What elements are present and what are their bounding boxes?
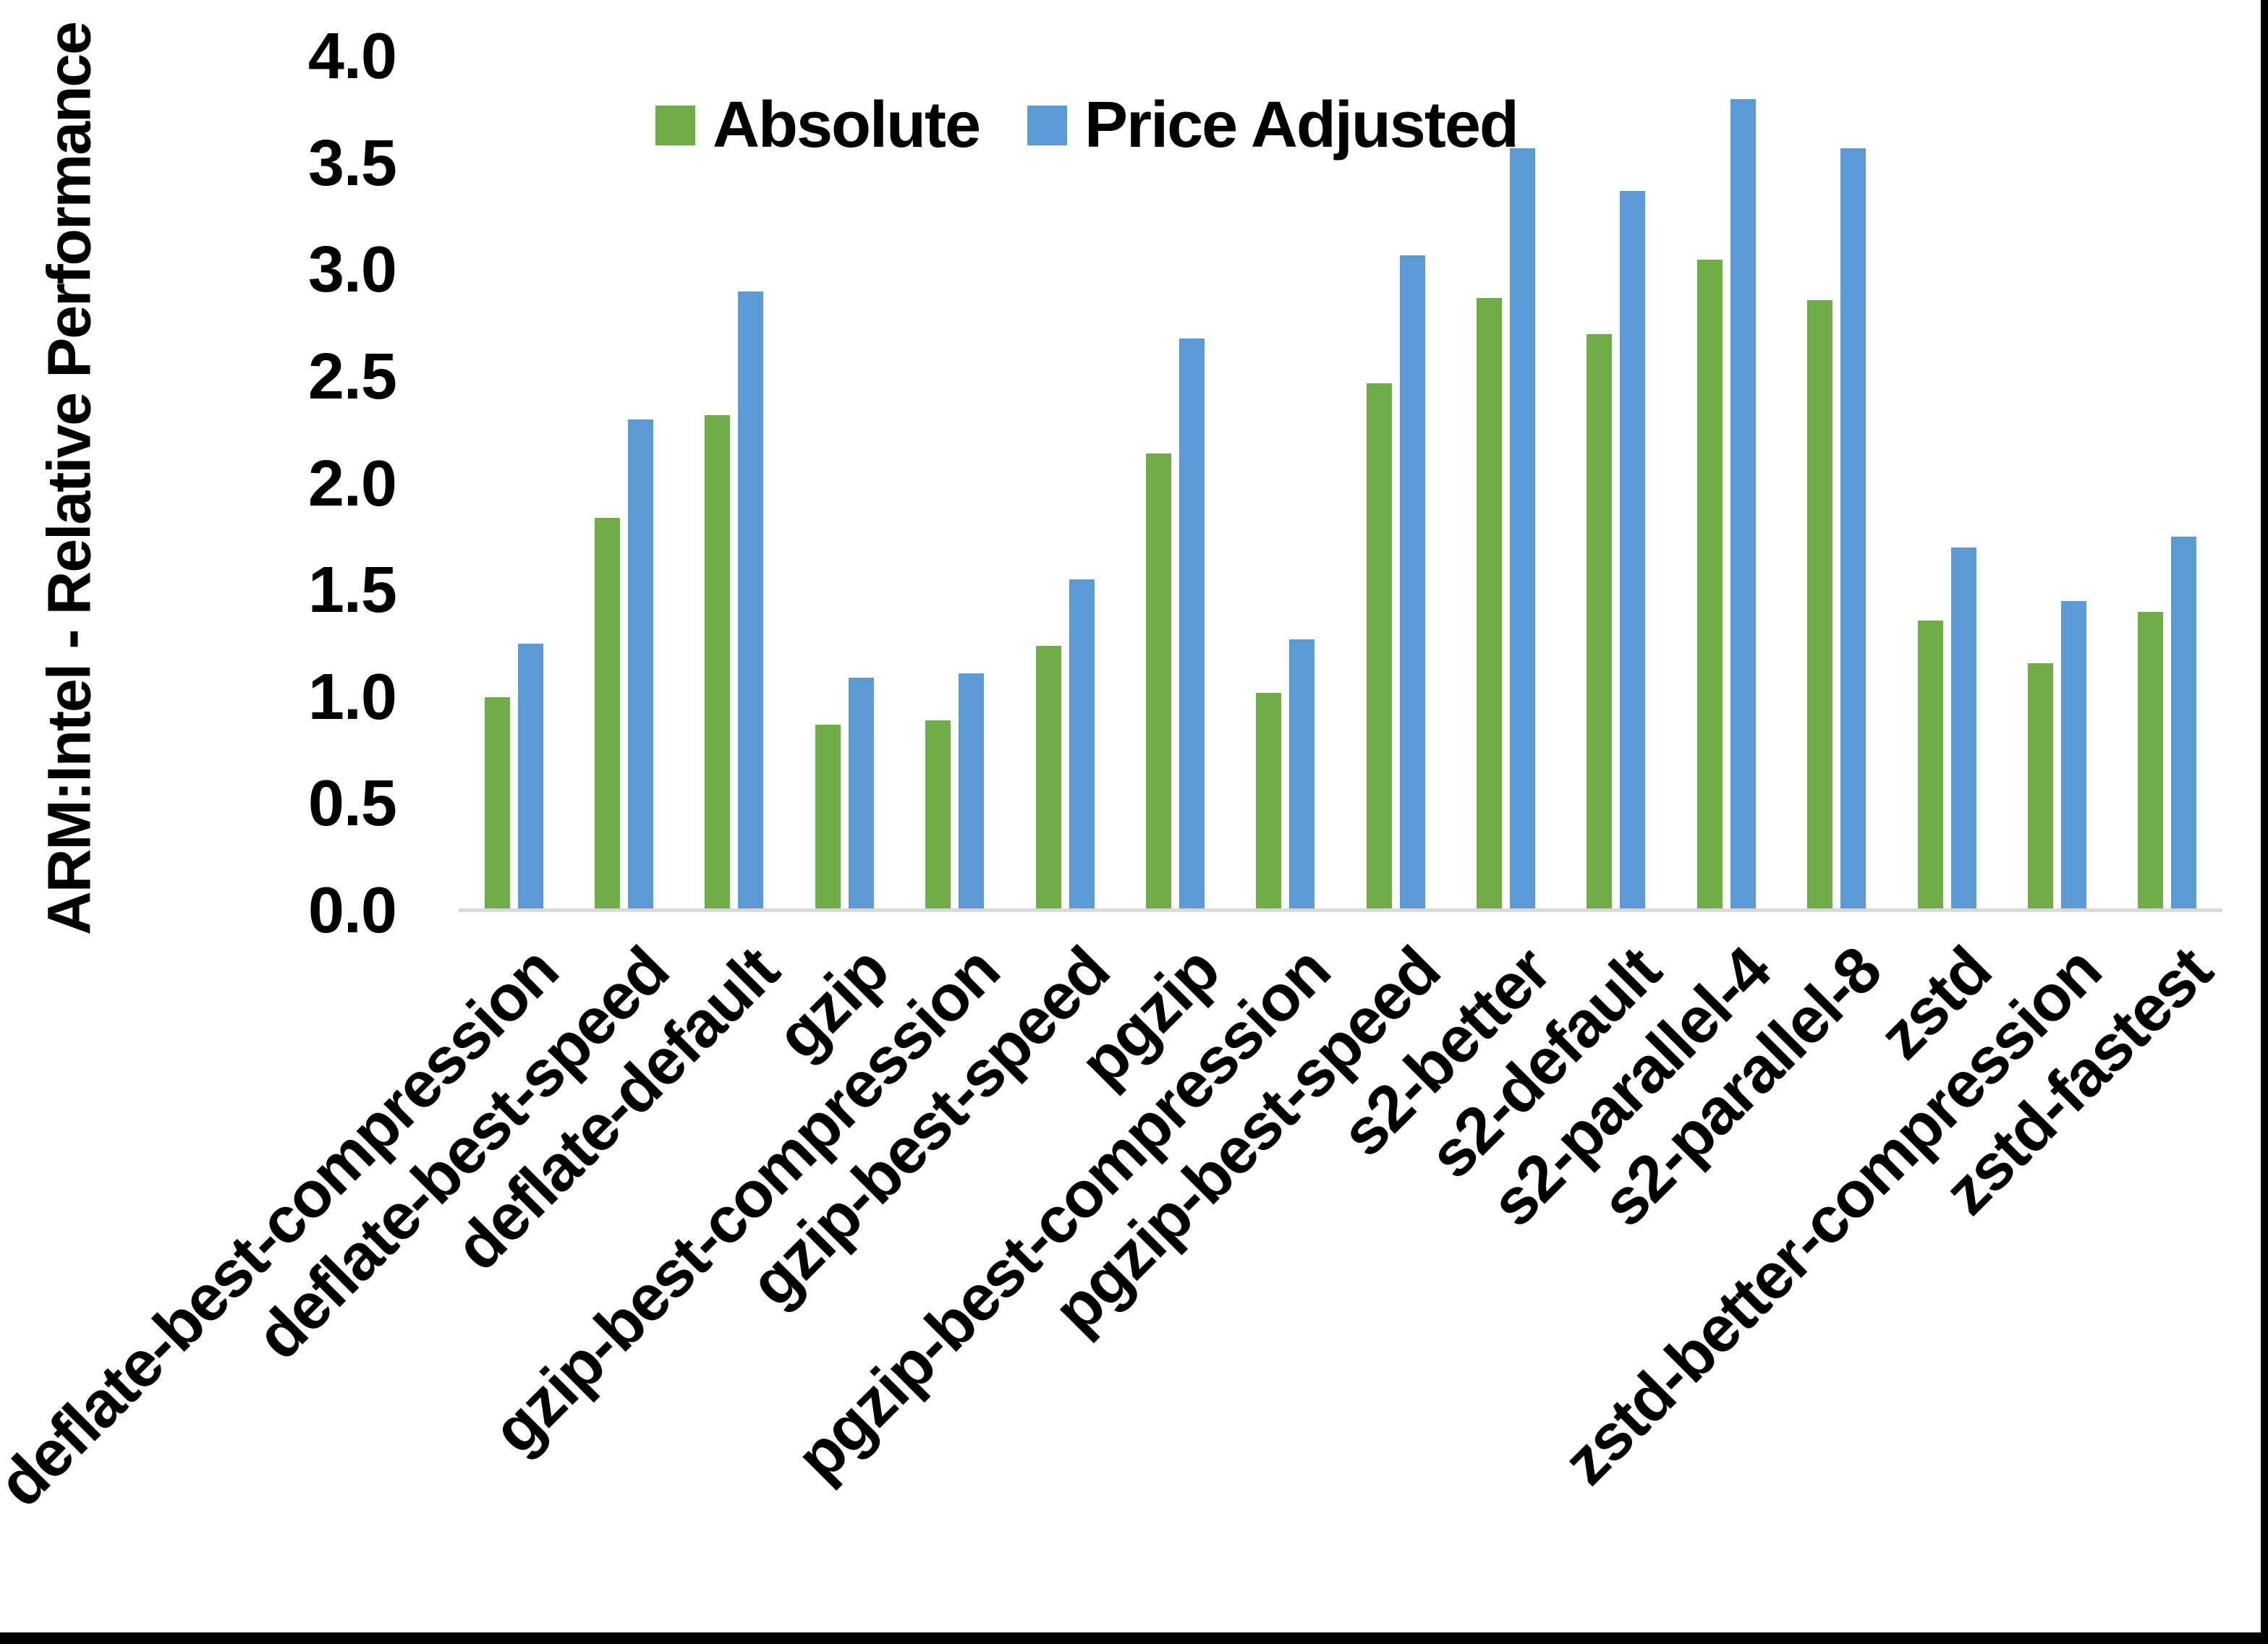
y-tick-label: 4.0 — [307, 20, 397, 93]
bar-absolute-s2-parallel-8 — [1807, 300, 1833, 911]
category-group-pgzip — [1120, 0, 1230, 911]
y-tick-label: 2.0 — [307, 447, 397, 520]
y-tick-label: 2.5 — [307, 341, 397, 413]
category-group-gzip — [789, 0, 899, 911]
category-group-zstd — [1892, 0, 2002, 911]
bar-price-adjusted-s2-parallel-4 — [1730, 99, 1756, 911]
bar-price-adjusted-pgzip — [1178, 338, 1205, 911]
legend-item-absolute: Absolute — [655, 88, 981, 163]
legend-item-price-adjusted: Price Adjusted — [1027, 88, 1519, 163]
bar-price-adjusted-zstd-fastest — [2171, 537, 2197, 911]
bar-absolute-gzip-best-speed — [1035, 646, 1061, 911]
bar-absolute-gzip-best-compression — [925, 720, 951, 911]
screenshot-bottom-border — [0, 1632, 2268, 1644]
category-group-gzip-best-speed — [1010, 0, 1120, 911]
category-group-s2-parallel-8 — [1782, 0, 1892, 911]
bar-price-adjusted-gzip-best-speed — [1069, 579, 1095, 911]
category-group-s2-default — [1561, 0, 1671, 911]
category-group-deflate-best-speed — [569, 0, 679, 911]
bar-absolute-s2-parallel-4 — [1696, 260, 1723, 911]
x-axis-line — [459, 908, 2222, 912]
bar-absolute-pgzip-best-compression — [1256, 693, 1282, 911]
y-tick-label: 1.5 — [307, 554, 397, 627]
bar-price-adjusted-s2-better — [1510, 148, 1536, 911]
bar-absolute-zstd-fastest — [2138, 612, 2164, 911]
y-tick-label: 0.5 — [307, 767, 397, 840]
category-group-s2-parallel-4 — [1671, 0, 1781, 911]
category-group-zstd-better-compression — [2002, 0, 2112, 911]
category-group-zstd-fastest — [2112, 0, 2222, 911]
y-tick-label: 1.0 — [307, 660, 397, 733]
bar-absolute-pgzip — [1145, 453, 1171, 911]
y-tick-label: 3.0 — [307, 234, 397, 307]
bar-price-adjusted-s2-parallel-8 — [1840, 148, 1866, 911]
bar-price-adjusted-zstd — [1950, 548, 1976, 911]
bar-price-adjusted-deflate-best-speed — [628, 419, 654, 911]
category-group-pgzip-best-speed — [1341, 0, 1451, 911]
legend-swatch-absolute — [655, 106, 695, 145]
category-group-gzip-best-compression — [900, 0, 1010, 911]
legend-label-absolute: Absolute — [713, 89, 981, 161]
bar-absolute-deflate-default — [705, 415, 731, 911]
bar-price-adjusted-s2-default — [1620, 191, 1646, 911]
bar-price-adjusted-deflate-best-compression — [517, 644, 543, 911]
screenshot-right-border — [2261, 0, 2268, 1644]
bar-absolute-zstd-better-compression — [2027, 663, 2053, 911]
legend: Absolute Price Adjusted — [655, 88, 1519, 163]
bar-absolute-gzip — [815, 725, 841, 911]
category-group-deflate-default — [679, 0, 789, 911]
legend-swatch-price-adjusted — [1027, 106, 1068, 145]
bar-absolute-zstd — [1917, 621, 1943, 911]
bar-price-adjusted-deflate-default — [738, 291, 764, 911]
bar-price-adjusted-zstd-better-compression — [2060, 601, 2086, 911]
category-group-pgzip-best-compression — [1231, 0, 1341, 911]
bar-absolute-s2-default — [1587, 334, 1613, 911]
bar-price-adjusted-pgzip-best-compression — [1289, 639, 1315, 911]
bar-absolute-deflate-best-speed — [595, 518, 621, 911]
category-group-s2-better — [1451, 0, 1560, 911]
bar-absolute-deflate-best-compression — [484, 697, 510, 911]
plot-area — [459, 0, 2222, 911]
bar-absolute-s2-better — [1477, 298, 1503, 911]
bar-price-adjusted-pgzip-best-speed — [1399, 255, 1425, 911]
category-group-deflate-best-compression — [459, 0, 569, 911]
y-tick-label: 0.0 — [307, 874, 397, 947]
bar-price-adjusted-gzip-best-compression — [959, 673, 985, 911]
bar-absolute-pgzip-best-speed — [1366, 383, 1392, 911]
legend-label-price-adjusted: Price Adjusted — [1084, 89, 1519, 161]
bar-price-adjusted-gzip — [848, 678, 874, 911]
y-tick-label: 3.5 — [307, 127, 397, 200]
